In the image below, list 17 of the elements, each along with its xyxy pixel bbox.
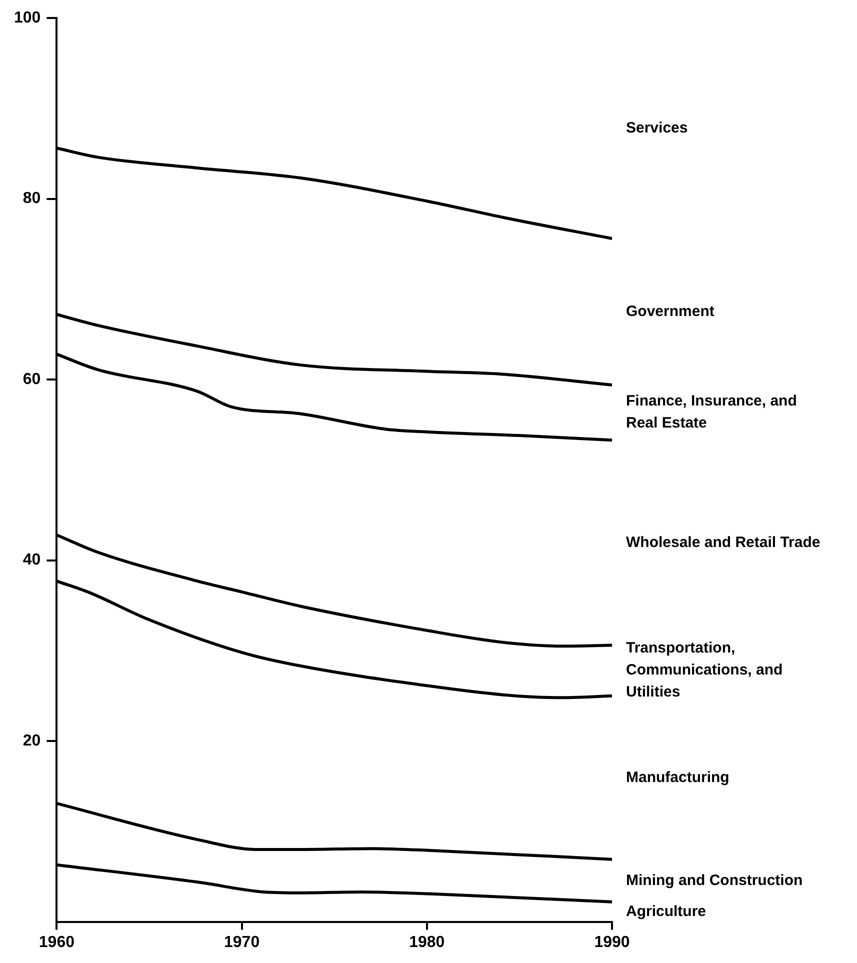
y-tick-label: 20	[22, 732, 41, 750]
x-tick-label: 1990	[594, 934, 630, 951]
y-tick-label: 40	[22, 552, 41, 569]
text: Mining and Construction	[626, 872, 803, 889]
x-tick-label: 1970	[224, 934, 260, 951]
text: Manufacturing	[626, 768, 730, 786]
y-tick-label: 100	[14, 9, 41, 26]
x-tick-label: 1960	[38, 934, 75, 951]
text: Wholesale and Retail Trade	[626, 534, 820, 551]
text: Transportation, Communications, and Utilities	[626, 640, 783, 701]
y-tick-label: 60	[22, 370, 41, 388]
text: Agriculture	[626, 903, 706, 920]
text: Government	[626, 302, 714, 320]
y-tick-label: 80	[22, 190, 41, 208]
text: Finance, Insurance, and Real Estate	[626, 392, 797, 432]
text: Services	[626, 119, 688, 136]
x-tick-label: 1980	[409, 934, 445, 951]
